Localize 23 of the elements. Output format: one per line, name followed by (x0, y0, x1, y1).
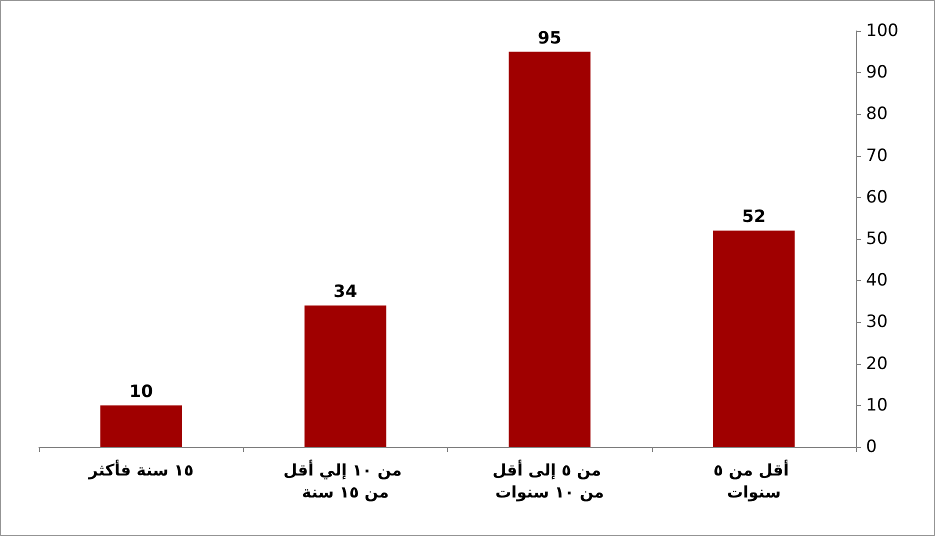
y-tick-label: 50 (866, 229, 888, 249)
x-tick-label: أقل من ٥ سنوات (713, 460, 794, 502)
y-tick-label: 60 (866, 187, 888, 208)
bar (100, 405, 182, 447)
y-tick-label: 80 (866, 104, 888, 124)
bar (713, 230, 795, 447)
y-tick-label: 100 (866, 21, 898, 41)
data-label: 95 (538, 28, 562, 48)
y-tick-label: 0 (866, 437, 877, 457)
data-label: 10 (129, 382, 154, 402)
bar (508, 52, 590, 447)
y-tick-label: 90 (866, 62, 888, 83)
bar (304, 306, 386, 447)
data-label: 34 (334, 282, 358, 302)
y-tick-label: 20 (866, 354, 888, 374)
y-tick-label: 70 (866, 146, 888, 166)
y-tick-label: 40 (866, 270, 888, 291)
x-tick-label: من ١٠ إلي أقل من ١٥ سنة (283, 460, 408, 502)
data-label: 52 (742, 207, 766, 228)
y-tick-label: 30 (866, 312, 888, 332)
y-tick-label: 10 (866, 395, 888, 416)
x-tick-label: ١٥ سنة فأكثر (88, 460, 194, 480)
x-tick-label: من ٥ إلى أقل من ١٠ سنوات (492, 460, 607, 502)
